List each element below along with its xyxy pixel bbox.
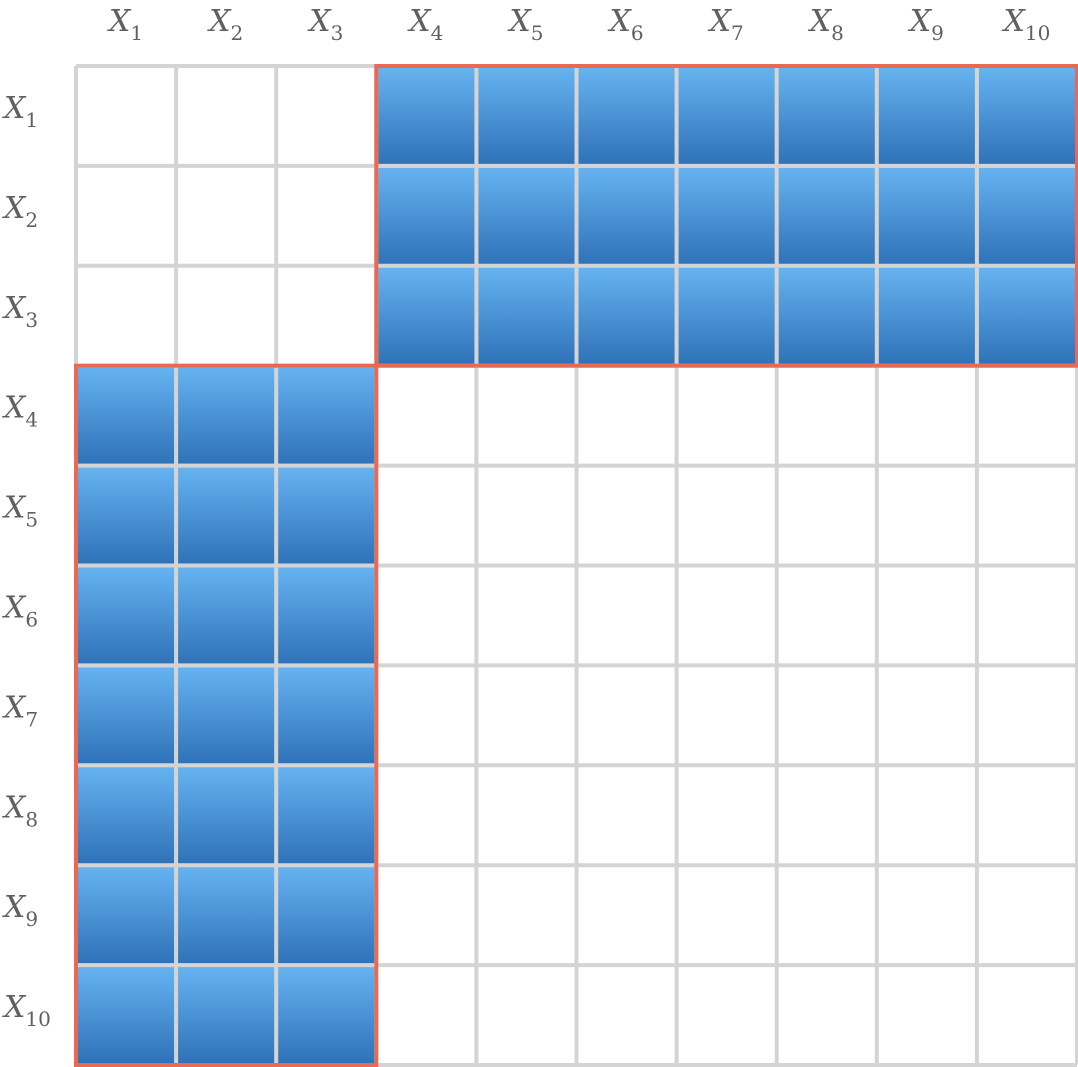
col-label-7: X7 <box>708 4 744 45</box>
cell-r7-c3 <box>277 667 375 764</box>
cell-r3-c10 <box>978 267 1076 364</box>
cell-r2-c9 <box>878 167 976 265</box>
cell-r6-c3 <box>277 567 375 664</box>
col-label-2: X2 <box>207 4 243 45</box>
cell-r4-c1 <box>77 367 175 464</box>
cell-r3-c5 <box>478 267 575 364</box>
cell-r2-c8 <box>778 167 876 265</box>
cell-r6-c1 <box>77 567 175 664</box>
cell-r1-c10 <box>978 67 1076 165</box>
cell-r5-c2 <box>177 467 275 564</box>
row-label-5: X5 <box>2 491 38 532</box>
cell-r10-c3 <box>277 966 375 1064</box>
cell-r2-c4 <box>378 167 475 265</box>
col-label-5: X5 <box>507 4 543 45</box>
row-label-6: X6 <box>2 590 38 631</box>
cell-r9-c1 <box>77 866 175 964</box>
row-label-2: X2 <box>2 191 38 232</box>
cell-r1-c6 <box>578 67 675 165</box>
cell-r10-c2 <box>177 966 275 1064</box>
block-outline-1 <box>374 64 1078 368</box>
row-label-7: X7 <box>2 690 38 731</box>
cell-r3-c9 <box>878 267 976 364</box>
cell-r2-c7 <box>678 167 775 265</box>
cell-r5-c1 <box>77 467 175 564</box>
row-label-9: X9 <box>2 890 38 931</box>
cell-r10-c1 <box>77 966 175 1064</box>
cell-r4-c3 <box>277 367 375 464</box>
cell-r1-c9 <box>878 67 976 165</box>
cell-r2-c5 <box>478 167 575 265</box>
cell-r1-c5 <box>478 67 575 165</box>
cell-r1-c7 <box>678 67 775 165</box>
cell-r9-c2 <box>177 866 275 964</box>
col-label-1: X1 <box>107 4 143 45</box>
cell-r2-c6 <box>578 167 675 265</box>
col-label-9: X9 <box>908 4 944 45</box>
row-labels: X1 X2 X3 X4 X5 X6 X7 X8 X9 X10 <box>2 91 51 1031</box>
col-label-8: X8 <box>808 4 844 45</box>
cell-r3-c8 <box>778 267 876 364</box>
col-label-4: X4 <box>407 4 443 45</box>
row-label-10: X10 <box>2 990 51 1031</box>
cell-r6-c2 <box>177 567 275 664</box>
row-label-4: X4 <box>2 391 38 432</box>
cell-r8-c2 <box>177 767 275 864</box>
col-label-6: X6 <box>608 4 644 45</box>
row-label-3: X3 <box>2 291 38 332</box>
cell-r5-c3 <box>277 467 375 564</box>
cell-r7-c2 <box>177 667 275 764</box>
col-label-10: X10 <box>1002 4 1051 45</box>
column-labels: X1 X2 X3 X4 X5 X6 X7 X8 X9 X10 <box>107 4 1050 45</box>
cell-r4-c2 <box>177 367 275 464</box>
cell-r8-c3 <box>277 767 375 864</box>
cell-r1-c4 <box>378 67 475 165</box>
cell-r1-c8 <box>778 67 876 165</box>
cell-r3-c7 <box>678 267 775 364</box>
row-label-8: X8 <box>2 790 38 831</box>
block-outline-2 <box>74 363 379 1067</box>
cell-r3-c6 <box>578 267 675 364</box>
cell-r9-c3 <box>277 866 375 964</box>
block-outlines <box>74 64 1078 1067</box>
cell-r3-c4 <box>378 267 475 364</box>
matrix-cells <box>77 67 1076 1064</box>
cell-r8-c1 <box>77 767 175 864</box>
col-label-3: X3 <box>307 4 343 45</box>
row-label-1: X1 <box>2 91 38 132</box>
cell-r2-c10 <box>978 167 1076 265</box>
cell-r7-c1 <box>77 667 175 764</box>
